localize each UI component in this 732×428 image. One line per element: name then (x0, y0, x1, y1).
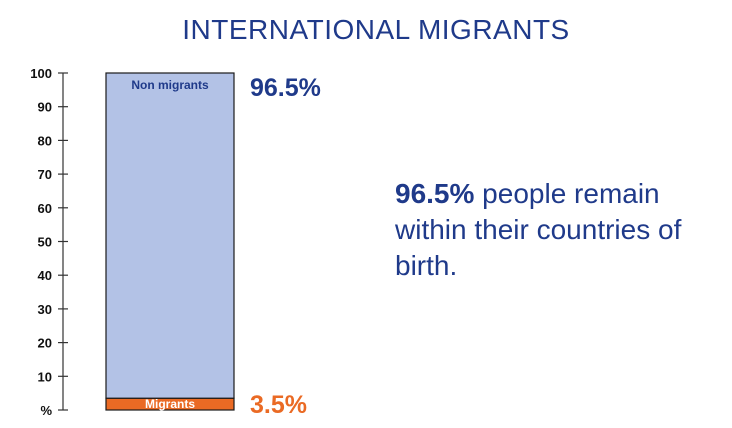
segment-name-label: Migrants (145, 397, 195, 411)
y-tick-label: 30 (38, 302, 52, 317)
y-tick-label: 100 (30, 66, 52, 81)
value-labels: Migrants 3.5% Non migrants 96.5% (131, 74, 321, 419)
description-highlight: 96.5% (395, 178, 475, 209)
segment-name-label: Non migrants (131, 78, 209, 92)
y-tick-label: 60 (38, 201, 52, 216)
y-tick-label: 80 (38, 133, 52, 148)
y-tick-label: 50 (38, 235, 52, 250)
bar-segments (105, 72, 235, 411)
y-axis: % 10 20 30 40 50 60 70 80 90 100 (30, 66, 68, 418)
y-tick-label: 70 (38, 167, 52, 182)
y-tick-label: 20 (38, 336, 52, 351)
description-text: 96.5% people remain within their countri… (395, 176, 715, 284)
y-tick-label: % (40, 403, 52, 418)
description-rest: people remain within their countries of … (395, 178, 682, 281)
chart-title: INTERNATIONAL MIGRANTS (182, 14, 570, 45)
bar-segment-non-migrants (105, 72, 235, 399)
segment-value-label: 96.5% (250, 74, 321, 102)
y-tick-label: 90 (38, 100, 52, 115)
segment-value-label: 3.5% (250, 391, 307, 419)
y-tick-label: 10 (38, 369, 52, 384)
y-tick-label: 40 (38, 268, 52, 283)
